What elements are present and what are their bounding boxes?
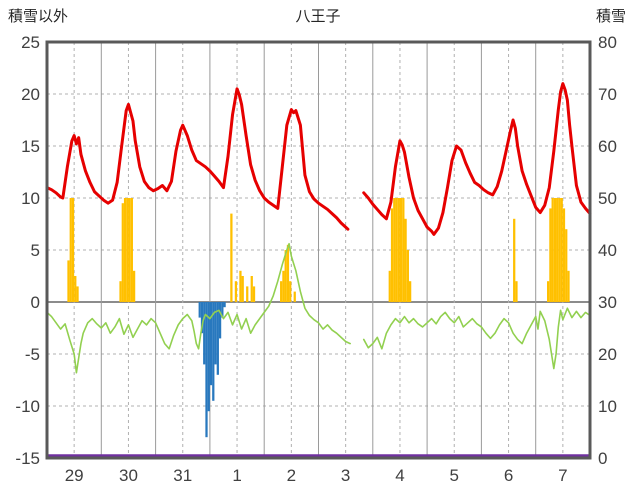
chart-title: 八王子 — [295, 8, 341, 25]
left-axis-tick: 15 — [21, 137, 40, 156]
right-axis-tick: 40 — [598, 241, 617, 260]
green-line-series — [46, 242, 351, 374]
precipitation-bars — [216, 302, 219, 375]
plot-frame — [45, 40, 592, 460]
left-axis-tick: 20 — [21, 85, 40, 104]
sunshine-bars — [553, 198, 557, 302]
x-axis-day-label: 29 — [65, 466, 84, 485]
sunshine-bars — [289, 281, 292, 302]
x-axis-day-label: 3 — [341, 466, 350, 485]
sunshine-bars — [74, 276, 77, 302]
sunshine-bars — [567, 270, 570, 302]
precipitation-bars — [218, 302, 222, 339]
temperature-line — [362, 82, 592, 236]
sunshine-bars — [404, 218, 407, 302]
right-axis-tick: 80 — [598, 33, 617, 52]
precipitation-bars — [207, 302, 210, 412]
sunshine-bars — [252, 286, 256, 302]
sunshine-bars — [397, 198, 400, 302]
sunshine-bars — [280, 281, 283, 302]
x-axis-day-label: 7 — [558, 466, 567, 485]
precipitation-bars — [221, 302, 224, 318]
sunshine-bars — [558, 198, 561, 302]
right-axis-tick: 20 — [598, 345, 617, 364]
sunshine-bars — [402, 198, 405, 302]
x-axis-day-label: 30 — [119, 466, 138, 485]
sunshine-bars — [69, 198, 72, 302]
precipitation-bars — [200, 302, 204, 334]
sunshine-bars — [547, 281, 550, 302]
precipitation-bars — [203, 302, 206, 365]
sunshine-bars — [76, 286, 79, 302]
sunshine-bars — [282, 270, 285, 302]
sunshine-bars — [556, 198, 559, 302]
sunshine-bars — [560, 198, 563, 302]
sunshine-bars — [395, 198, 398, 302]
sunshine-bars — [562, 208, 566, 302]
sunshine-bars — [132, 270, 136, 302]
sunshine-bars — [565, 229, 568, 302]
precipitation-bars — [209, 302, 213, 386]
sunshine-bars — [399, 198, 403, 302]
right-axis-tick: 70 — [598, 85, 617, 104]
precipitation-bars — [198, 302, 201, 318]
x-axis-day-label: 2 — [287, 466, 296, 485]
sunshine-bars — [286, 244, 290, 302]
x-axis-day-label: 5 — [450, 466, 459, 485]
left-axis-tick: -5 — [25, 345, 40, 364]
sunshine-bars — [67, 260, 70, 302]
sunshine-bars — [126, 198, 129, 302]
left-axis-tick: -15 — [15, 449, 40, 468]
sunshine-bars — [130, 198, 133, 302]
sunshine-bars — [409, 281, 412, 302]
right-axis-tick: 0 — [598, 449, 607, 468]
sunshine-bars — [393, 198, 396, 302]
sunshine-bars — [239, 270, 242, 302]
sunshine-bars — [71, 198, 75, 302]
sunshine-bars — [241, 276, 244, 302]
right-axis-title: 積雪 — [595, 8, 626, 25]
left-axis-tick: 25 — [21, 33, 40, 52]
sunshine-bars — [121, 203, 124, 302]
x-axis-day-label: 1 — [232, 466, 241, 485]
sunshine-bars — [390, 208, 394, 302]
sunshine-bars — [230, 213, 233, 302]
sunshine-bars — [234, 281, 238, 302]
precipitation-bars — [214, 302, 217, 365]
x-axis-day-label: 31 — [173, 466, 192, 485]
sunshine-bars — [551, 198, 554, 302]
sunshine-bars — [549, 208, 552, 302]
right-axis-tick: 10 — [598, 397, 617, 416]
precipitation-bars — [223, 302, 226, 308]
right-axis-tick: 30 — [598, 293, 617, 312]
right-axis-tick: 60 — [598, 137, 617, 156]
green-line-series — [362, 307, 591, 370]
left-axis-tick: -10 — [15, 397, 40, 416]
sunshine-bars — [250, 276, 253, 302]
temperature-line — [45, 87, 350, 231]
sunshine-bars — [293, 291, 296, 302]
sunshine-bars — [128, 198, 131, 302]
left-axis-title: 積雪以外 — [8, 8, 69, 25]
precipitation-bars — [205, 302, 208, 438]
sunshine-bars — [119, 281, 122, 302]
x-axis-day-label: 6 — [504, 466, 513, 485]
right-axis-tick: 50 — [598, 189, 617, 208]
sunshine-bars — [513, 218, 516, 302]
sunshine-bars — [406, 250, 409, 302]
left-axis-tick: 10 — [21, 189, 40, 208]
sunshine-bars — [515, 281, 518, 302]
left-axis-tick: 0 — [31, 293, 40, 312]
x-axis-day-label: 4 — [395, 466, 404, 485]
sunshine-bars — [388, 270, 391, 302]
sunshine-bars — [284, 250, 287, 302]
sunshine-bars — [123, 198, 127, 302]
precipitation-bars — [212, 302, 215, 401]
left-axis-tick: 5 — [31, 241, 40, 260]
sunshine-bars — [246, 286, 249, 302]
